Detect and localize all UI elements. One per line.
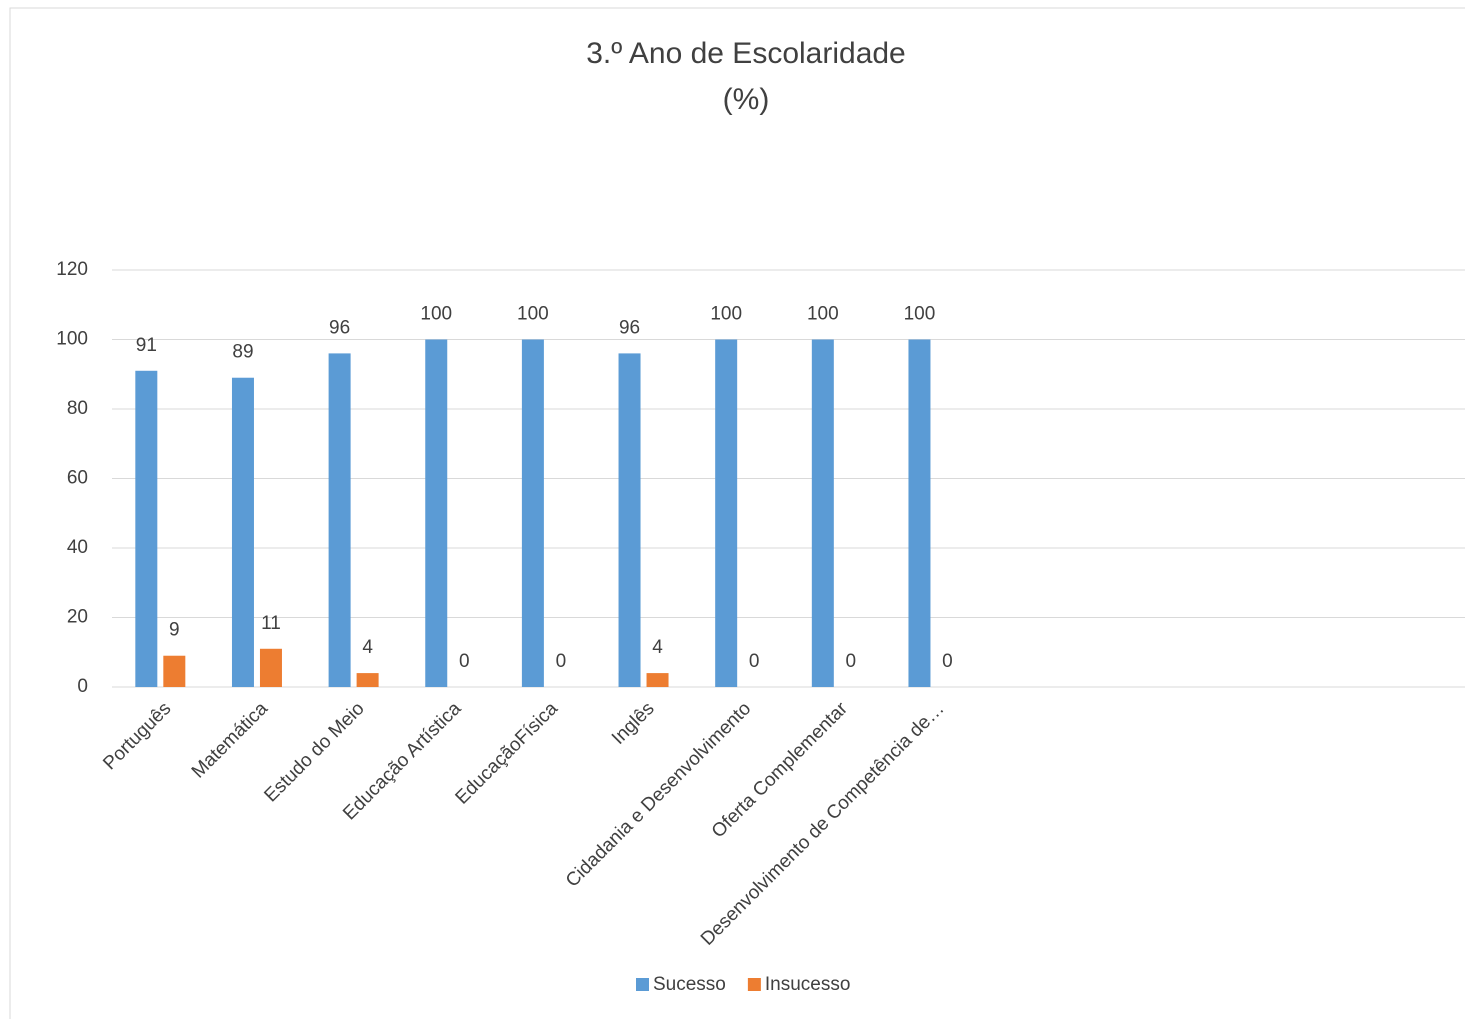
bar bbox=[231, 377, 254, 687]
y-tick-label: 20 bbox=[67, 607, 88, 628]
data-label: 96 bbox=[619, 317, 640, 338]
bar bbox=[908, 339, 931, 687]
y-tick-label: 120 bbox=[56, 259, 88, 280]
data-label: 100 bbox=[710, 304, 742, 325]
chart-subtitle: (%) bbox=[723, 83, 770, 116]
bar bbox=[356, 673, 379, 687]
data-label: 100 bbox=[904, 304, 936, 325]
bar bbox=[328, 353, 351, 687]
y-tick-label: 100 bbox=[56, 329, 88, 350]
bar bbox=[521, 339, 544, 687]
data-label: 91 bbox=[136, 335, 157, 356]
y-tick-label: 0 bbox=[77, 676, 88, 697]
bar bbox=[618, 353, 641, 687]
data-label: 4 bbox=[652, 637, 663, 658]
data-label: 0 bbox=[556, 651, 567, 672]
data-label: 89 bbox=[232, 342, 253, 363]
data-label: 9 bbox=[169, 620, 180, 641]
y-tick-label: 60 bbox=[67, 468, 88, 489]
data-label: 4 bbox=[362, 637, 373, 658]
legend-swatch bbox=[747, 978, 761, 991]
bar bbox=[715, 339, 738, 687]
y-tick-label: 80 bbox=[67, 398, 88, 419]
bar bbox=[259, 648, 282, 687]
legend-label: Sucesso bbox=[653, 974, 726, 995]
data-label: 100 bbox=[420, 304, 452, 325]
bar bbox=[811, 339, 834, 687]
data-label: 11 bbox=[261, 613, 281, 634]
data-label: 0 bbox=[749, 651, 760, 672]
data-label: 0 bbox=[459, 651, 470, 672]
data-label: 100 bbox=[517, 304, 549, 325]
data-label: 0 bbox=[846, 651, 857, 672]
bar bbox=[425, 339, 448, 687]
data-label: 100 bbox=[807, 304, 839, 325]
y-tick-label: 40 bbox=[67, 537, 88, 558]
chart-title: 3.º Ano de Escolaridade bbox=[586, 37, 906, 70]
chart-frame bbox=[9, 7, 1465, 1019]
bar bbox=[646, 673, 669, 687]
bar bbox=[163, 655, 186, 687]
legend-label: Insucesso bbox=[765, 974, 851, 995]
bar bbox=[135, 370, 158, 687]
data-label: 96 bbox=[329, 317, 350, 338]
data-label: 0 bbox=[942, 651, 953, 672]
legend-swatch bbox=[636, 978, 649, 991]
